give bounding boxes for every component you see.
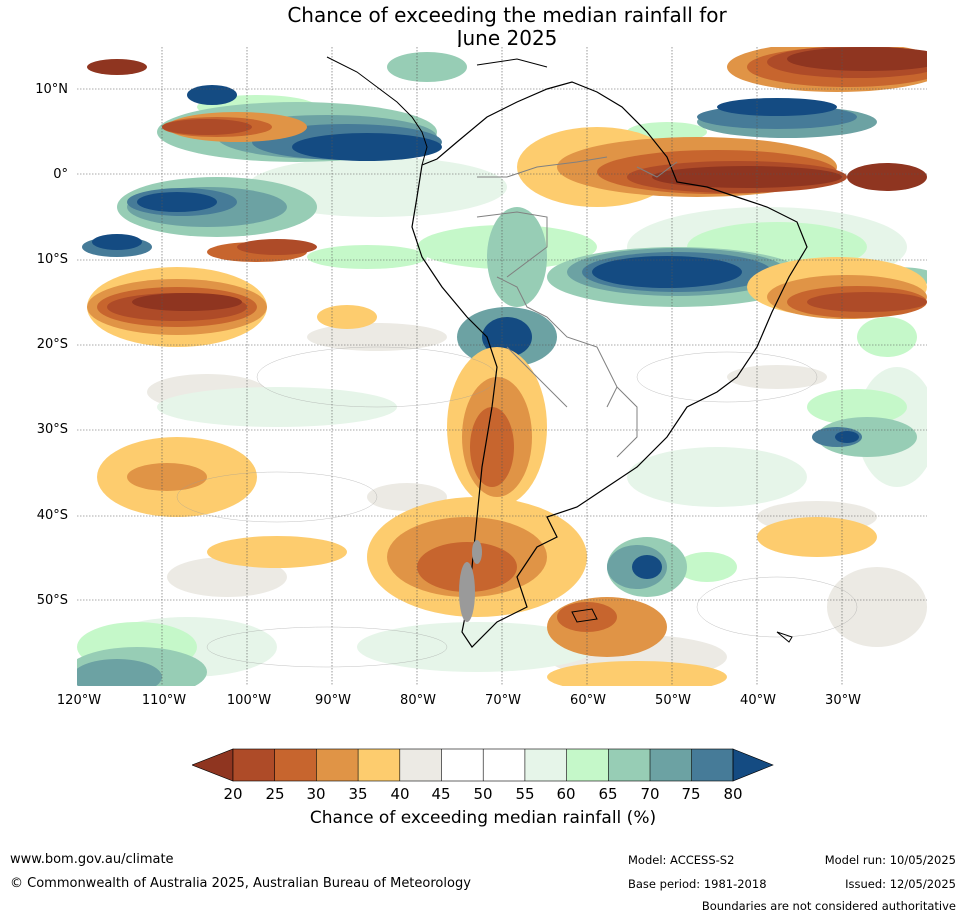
colorbar-label-65: 65 <box>598 785 618 803</box>
country-borders <box>476 156 678 458</box>
colorbar-label-75: 75 <box>681 785 701 803</box>
colorbar-label-80: 80 <box>723 785 743 803</box>
swatch-60-65 <box>566 749 609 781</box>
title-line-2: June 2025 <box>456 26 558 50</box>
lon-tick-80w: 80°W <box>400 693 436 708</box>
model-name: Model: ACCESS-S2 <box>628 853 735 867</box>
issued-date: Issued: 12/05/2025 <box>845 877 956 891</box>
title-line-1: Chance of exceeding the median rainfall … <box>287 3 727 27</box>
colorbar-title: Chance of exceeding median rainfall (%) <box>309 808 657 828</box>
swatch-45-50 <box>441 749 484 781</box>
swatch-70-75 <box>650 749 692 781</box>
south-america-coastline <box>411 81 808 648</box>
website-link[interactable]: www.bom.gov.au/climate <box>10 852 174 867</box>
colorbar-label-30: 30 <box>306 785 326 803</box>
south-georgia <box>776 631 793 643</box>
lon-tick-110w: 110°W <box>141 693 187 708</box>
colorbar-label-60: 60 <box>556 785 576 803</box>
colorbar-label-70: 70 <box>640 785 660 803</box>
lon-tick-70w: 70°W <box>485 693 521 708</box>
lon-tick-50w: 50°W <box>655 693 691 708</box>
lon-tick-30w: 30°W <box>825 693 861 708</box>
colorbar-swatches <box>191 748 774 782</box>
swatch-20-25 <box>233 749 275 781</box>
rainfall-map <box>77 47 927 686</box>
swatch-40-45 <box>399 749 442 781</box>
swatch-above-80 <box>732 748 774 782</box>
colorbar-label-55: 55 <box>515 785 535 803</box>
model-run-date: Model run: 10/05/2025 <box>824 853 956 867</box>
lon-tick-60w: 60°W <box>570 693 606 708</box>
map-title: Chance of exceeding the median rainfall … <box>0 4 965 50</box>
swatch-35-40 <box>358 749 400 781</box>
central-america-coastline <box>326 56 428 166</box>
colorbar-label-45: 45 <box>431 785 451 803</box>
swatch-75-80 <box>691 749 733 781</box>
lat-tick-10s: 10°S <box>36 252 68 267</box>
lon-tick-90w: 90°W <box>315 693 351 708</box>
caribbean-island-cuba <box>476 58 548 68</box>
lat-tick-20s: 20°S <box>36 337 68 352</box>
patagonia-no-data <box>459 540 482 622</box>
swatch-25-30 <box>274 749 317 781</box>
lat-tick-30s: 30°S <box>36 422 68 437</box>
lat-tick-0: 0° <box>53 167 68 182</box>
swatch-55-60 <box>524 749 567 781</box>
contour-lines <box>176 346 858 668</box>
falkland-islands <box>571 608 598 623</box>
band-above-80 <box>92 85 859 579</box>
colorbar-label-40: 40 <box>390 785 410 803</box>
band-below-20 <box>87 47 927 311</box>
colorbar-label-25: 25 <box>265 785 285 803</box>
colorbar-label-50: 50 <box>473 785 493 803</box>
base-period: Base period: 1981-2018 <box>628 877 767 891</box>
lon-tick-120w: 120°W <box>56 693 102 708</box>
colorbar-label-20: 20 <box>223 785 243 803</box>
swatch-65-70 <box>608 749 650 781</box>
swatch-below-20 <box>191 748 234 782</box>
lat-tick-40s: 40°S <box>36 508 68 523</box>
graticule <box>77 47 927 686</box>
swatch-50-55 <box>483 749 525 781</box>
swatch-30-35 <box>316 749 359 781</box>
lat-tick-50s: 50°S <box>36 593 68 608</box>
copyright-text: © Commonwealth of Australia 2025, Austra… <box>10 876 471 891</box>
lon-tick-100w: 100°W <box>226 693 272 708</box>
colorbar <box>191 748 774 786</box>
lat-tick-10n: 10°N <box>35 82 68 97</box>
map-canvas <box>77 47 927 686</box>
colorbar-label-35: 35 <box>348 785 368 803</box>
lon-tick-40w: 40°W <box>740 693 776 708</box>
boundaries-disclaimer: Boundaries are not considered authoritat… <box>701 899 956 913</box>
